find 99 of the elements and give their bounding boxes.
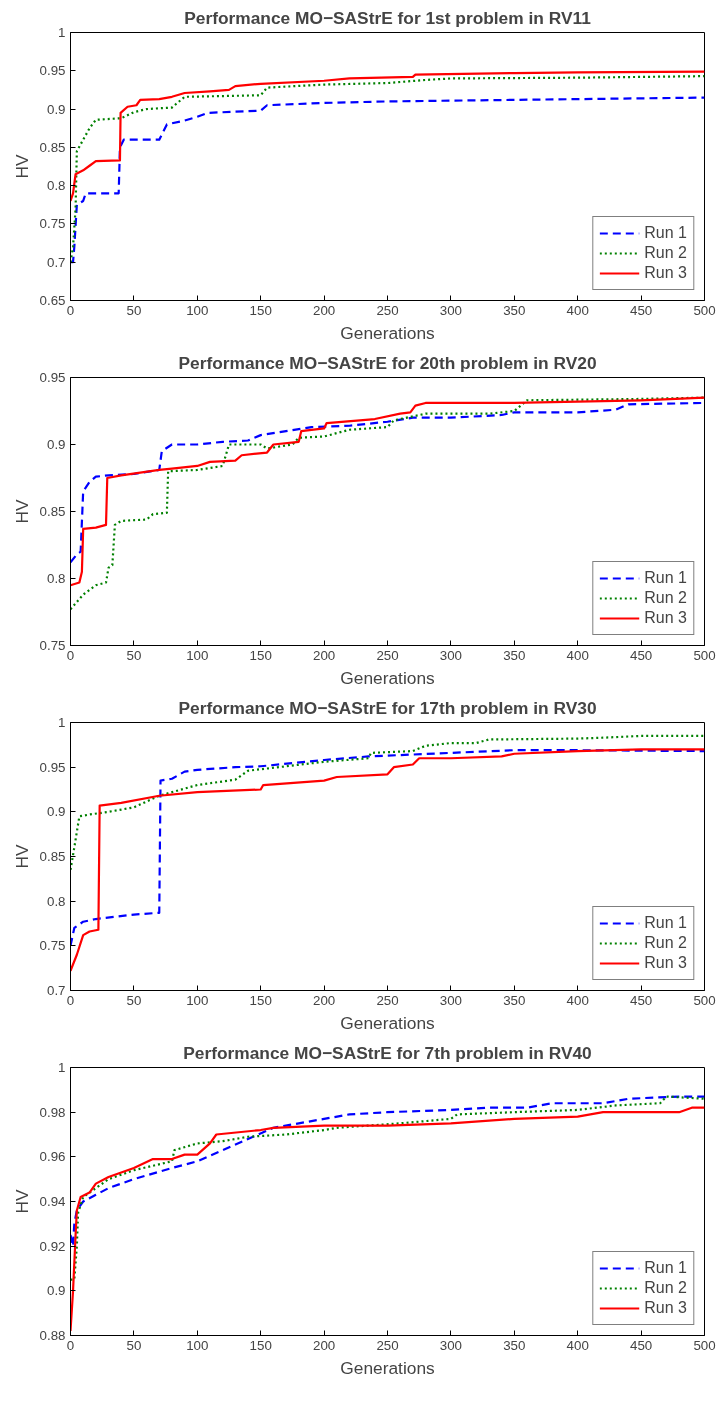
x-tick-label: 0: [66, 992, 75, 1008]
x-tick-label: 50: [126, 992, 142, 1008]
line-series: [70, 1095, 705, 1248]
x-tick-label: 50: [126, 1337, 142, 1353]
x-tick-label: 350: [503, 647, 526, 663]
x-tick-label: 0: [66, 647, 75, 663]
x-tick-label: 450: [629, 992, 653, 1008]
x-tick-label: 200: [312, 1337, 336, 1353]
x-tick-label: 250: [376, 992, 399, 1008]
x-tick-label: 300: [439, 647, 463, 663]
y-tick-label: 0.94: [39, 1194, 67, 1209]
y-tick-label: 0.95: [39, 63, 66, 79]
legend-label: Run 3: [644, 609, 687, 627]
chart-title: Performance MO−SAStrE for 1st problem in RV11: [184, 7, 592, 28]
y-tick-label: 0.7: [46, 254, 66, 270]
x-tick-label: 200: [312, 647, 336, 663]
x-tick-label: 150: [249, 992, 272, 1008]
x-tick-label: 100: [186, 647, 209, 663]
y-tick-label: 0.9: [46, 804, 66, 820]
legend-label: Run 1: [644, 914, 687, 932]
x-tick-label: 200: [312, 992, 336, 1008]
legend-label: Run 2: [644, 934, 687, 952]
x-tick-label: 350: [503, 1337, 526, 1353]
x-tick-label: 200: [312, 302, 336, 318]
y-tick-label: 0.8: [46, 893, 66, 909]
x-axis-title: Generations: [340, 322, 436, 343]
y-axis-title: HV: [11, 154, 32, 179]
y-tick-label: 0.75: [39, 638, 66, 653]
y-tick-label: 0.85: [39, 849, 66, 864]
x-tick-label: 150: [249, 1337, 272, 1353]
y-tick-label: 0.65: [39, 293, 66, 308]
line-series: [70, 734, 705, 871]
x-tick-label: 250: [376, 302, 399, 318]
x-tick-label: 350: [503, 302, 526, 318]
x-tick-label: 400: [566, 302, 589, 318]
y-tick-label: 0.95: [39, 759, 66, 775]
x-axis-title: Generations: [340, 667, 436, 688]
legend-label: Run 1: [644, 569, 687, 587]
y-tick-label: 0.75: [39, 938, 66, 954]
legend-label: Run 3: [644, 1299, 687, 1317]
x-tick-label: 450: [629, 647, 653, 663]
x-tick-label: 150: [249, 302, 272, 318]
y-tick-label: 0.9: [46, 1283, 66, 1299]
legend-label: Run 3: [644, 264, 687, 282]
y-tick-label: 0.96: [39, 1149, 66, 1165]
x-tick-label: 100: [186, 1337, 209, 1353]
x-tick-label: 100: [186, 302, 209, 318]
x-tick-label: 500: [693, 1337, 716, 1353]
chart-title: Performance MO−SAStrE for 7th problem in RV40: [183, 1042, 592, 1063]
y-tick-label: 1: [58, 715, 66, 730]
y-tick-label: 0.8: [46, 571, 66, 586]
line-series: [70, 1095, 705, 1281]
chart-title: Performance MO−SAStrE for 17th problem in RV30: [178, 697, 597, 718]
x-tick-label: 250: [376, 647, 399, 663]
y-axis-title: HV: [11, 499, 32, 524]
y-tick-label: 0.85: [39, 139, 66, 155]
y-tick-label: 0.75: [39, 216, 66, 232]
legend-label: Run 3: [644, 954, 687, 972]
x-tick-label: 0: [66, 1337, 75, 1353]
y-tick-label: 1: [58, 25, 66, 40]
x-tick-label: 500: [693, 992, 716, 1008]
y-tick-label: 0.9: [46, 101, 66, 117]
x-axis-title: Generations: [340, 1357, 436, 1378]
y-tick-label: 0.7: [46, 983, 66, 998]
x-axis-title: Generations: [340, 1012, 436, 1033]
chart-title: Performance MO−SAStrE for 20th problem in RV20: [178, 352, 597, 373]
legend-label: Run 1: [644, 1259, 687, 1277]
legend-label: Run 2: [644, 244, 687, 262]
legend-label: Run 1: [644, 224, 687, 242]
x-tick-label: 400: [566, 992, 589, 1008]
legend-label: Run 2: [644, 589, 687, 607]
x-tick-label: 300: [439, 992, 463, 1008]
y-tick-label: 0.98: [39, 1104, 66, 1120]
x-tick-label: 250: [376, 1337, 399, 1353]
y-tick-label: 0.92: [39, 1238, 66, 1254]
x-tick-label: 100: [186, 992, 209, 1008]
x-tick-label: 500: [693, 302, 716, 318]
x-tick-label: 350: [503, 992, 526, 1008]
y-tick-label: 0.9: [46, 437, 66, 452]
y-axis-title: HV: [11, 1189, 32, 1214]
legend-label: Run 2: [644, 1279, 687, 1297]
x-tick-label: 0: [66, 302, 75, 318]
y-tick-label: 0.95: [39, 370, 66, 385]
y-tick-label: 0.85: [39, 504, 66, 519]
x-tick-label: 450: [629, 1337, 653, 1353]
y-axis-title: HV: [11, 844, 32, 869]
x-tick-label: 300: [439, 1337, 463, 1353]
x-tick-label: 400: [566, 647, 589, 663]
y-tick-label: 0.88: [39, 1328, 66, 1343]
y-tick-label: 0.8: [46, 178, 66, 194]
x-tick-label: 400: [566, 1337, 589, 1353]
x-tick-label: 500: [693, 647, 716, 663]
x-tick-label: 50: [126, 302, 142, 318]
x-tick-label: 450: [629, 302, 653, 318]
x-tick-label: 50: [126, 647, 142, 663]
x-tick-label: 150: [249, 647, 272, 663]
line-series: [70, 70, 705, 203]
y-tick-label: 1: [58, 1060, 66, 1075]
x-tick-label: 300: [439, 302, 463, 318]
